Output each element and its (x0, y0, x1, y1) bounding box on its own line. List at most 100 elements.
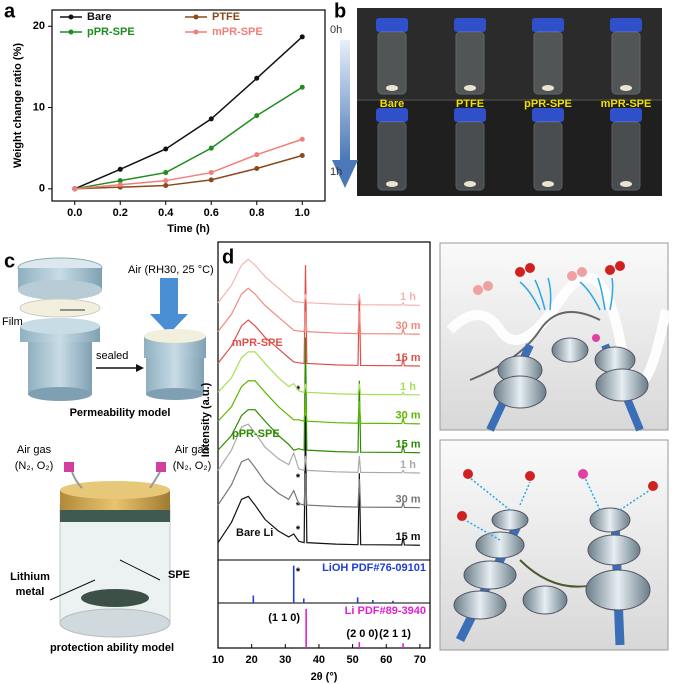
data-point (208, 170, 214, 176)
x-tick-label: 60 (380, 654, 392, 666)
panel-label: b (334, 0, 346, 22)
series-label: 1 h (400, 291, 416, 303)
render-background (439, 242, 669, 431)
asterisk: * (296, 500, 301, 512)
data-point (254, 113, 260, 119)
vial-cap (532, 108, 564, 122)
time-arrow-head (332, 160, 358, 188)
y-axis-label: Intensity (a.u.) (200, 382, 212, 457)
legend-label: mPR-SPE (212, 26, 263, 38)
asterisk: * (296, 524, 301, 536)
coil (551, 337, 589, 363)
series-line (217, 351, 420, 396)
vial-glass (455, 31, 485, 95)
molecule (605, 265, 615, 275)
bonds (519, 277, 552, 311)
data-point (299, 152, 305, 158)
molecule (567, 271, 577, 281)
series-line (217, 287, 420, 335)
legend-marker (193, 29, 199, 35)
model-label: Permeability model (70, 407, 171, 419)
series-line (217, 380, 420, 425)
vial-cap (532, 18, 564, 32)
legend-marker (68, 14, 74, 20)
data-point (208, 177, 214, 183)
pointer (49, 579, 96, 601)
air-arrow (160, 278, 178, 314)
series-line (74, 138, 303, 190)
molecule (578, 469, 588, 479)
vial-sample (542, 181, 554, 187)
series-line (217, 458, 420, 509)
molecule (525, 471, 535, 481)
ring-bottom (18, 280, 102, 300)
render-f (439, 439, 669, 651)
coil (453, 590, 507, 620)
series-line (217, 337, 420, 454)
film (19, 298, 101, 318)
series-label: 30 m (395, 410, 420, 422)
series-line (217, 415, 420, 546)
vial-glass (611, 31, 641, 95)
schematic-c: Air (RH30, 25 °C) Film sealed Permeabili… (2, 257, 214, 654)
site (592, 334, 600, 342)
data-point (208, 116, 214, 122)
lithium-label: metal (16, 586, 45, 598)
series-line (74, 154, 303, 190)
x-tick-label: 40 (313, 654, 325, 666)
panel-label: d (222, 246, 234, 268)
y-axis-label: Weight change ratio (%) (12, 43, 24, 168)
spe-layer (60, 508, 170, 522)
data-point (117, 166, 123, 172)
gas-label: (N₂, O₂) (15, 460, 53, 472)
coil (493, 375, 547, 409)
molecule (577, 267, 587, 277)
connector (64, 462, 74, 472)
vial-cap (376, 108, 408, 122)
molecule (483, 281, 493, 291)
y-tick-label: 20 (33, 20, 45, 32)
pointer (119, 559, 161, 581)
x-axis-label: 2θ (°) (311, 671, 338, 683)
series-label: 1 h (400, 381, 416, 393)
vial-sample (542, 85, 554, 91)
x-tick-label: 70 (414, 654, 426, 666)
vial-glass (611, 121, 641, 191)
sample-label: Bare (380, 98, 404, 110)
reference-label: Li PDF#89-3940 (345, 605, 426, 617)
x-tick-label: 20 (246, 654, 258, 666)
vial-glass (377, 31, 407, 95)
x-tick-label: 0.4 (158, 207, 174, 219)
vial-sample (620, 85, 632, 91)
legend-label: PTFE (212, 11, 240, 23)
series-label: 1 h (400, 459, 416, 471)
time-label: 0h (330, 24, 342, 36)
data-point (117, 178, 123, 184)
sealed-film (144, 329, 206, 343)
x-tick-label: 0.2 (113, 207, 128, 219)
sample-label: PTFE (456, 98, 484, 110)
data-point (254, 165, 260, 171)
vials (376, 18, 642, 191)
jar-top (20, 318, 100, 334)
x-tick-label: 0.6 (204, 207, 219, 219)
tube (71, 471, 83, 489)
gas-label: (N₂, O₂) (173, 460, 211, 472)
sealed-label: sealed (96, 350, 128, 362)
vial-cap (376, 18, 408, 32)
coil (595, 368, 649, 402)
plot-frame (51, 9, 326, 202)
bonds (464, 477, 651, 541)
x-axis-label: Time (h) (167, 223, 210, 235)
connector (156, 462, 166, 472)
series-label: 15 m (395, 352, 420, 364)
panel-label: c (4, 250, 15, 272)
series-line (74, 86, 303, 190)
legend-label: Bare (87, 11, 111, 23)
model-label: protection ability model (50, 642, 174, 654)
vial-glass (377, 121, 407, 191)
group-label: pPR-SPE (232, 428, 280, 440)
gas-label: Air gas (175, 444, 210, 456)
series-label: 30 m (395, 320, 420, 332)
molecule (615, 261, 625, 271)
